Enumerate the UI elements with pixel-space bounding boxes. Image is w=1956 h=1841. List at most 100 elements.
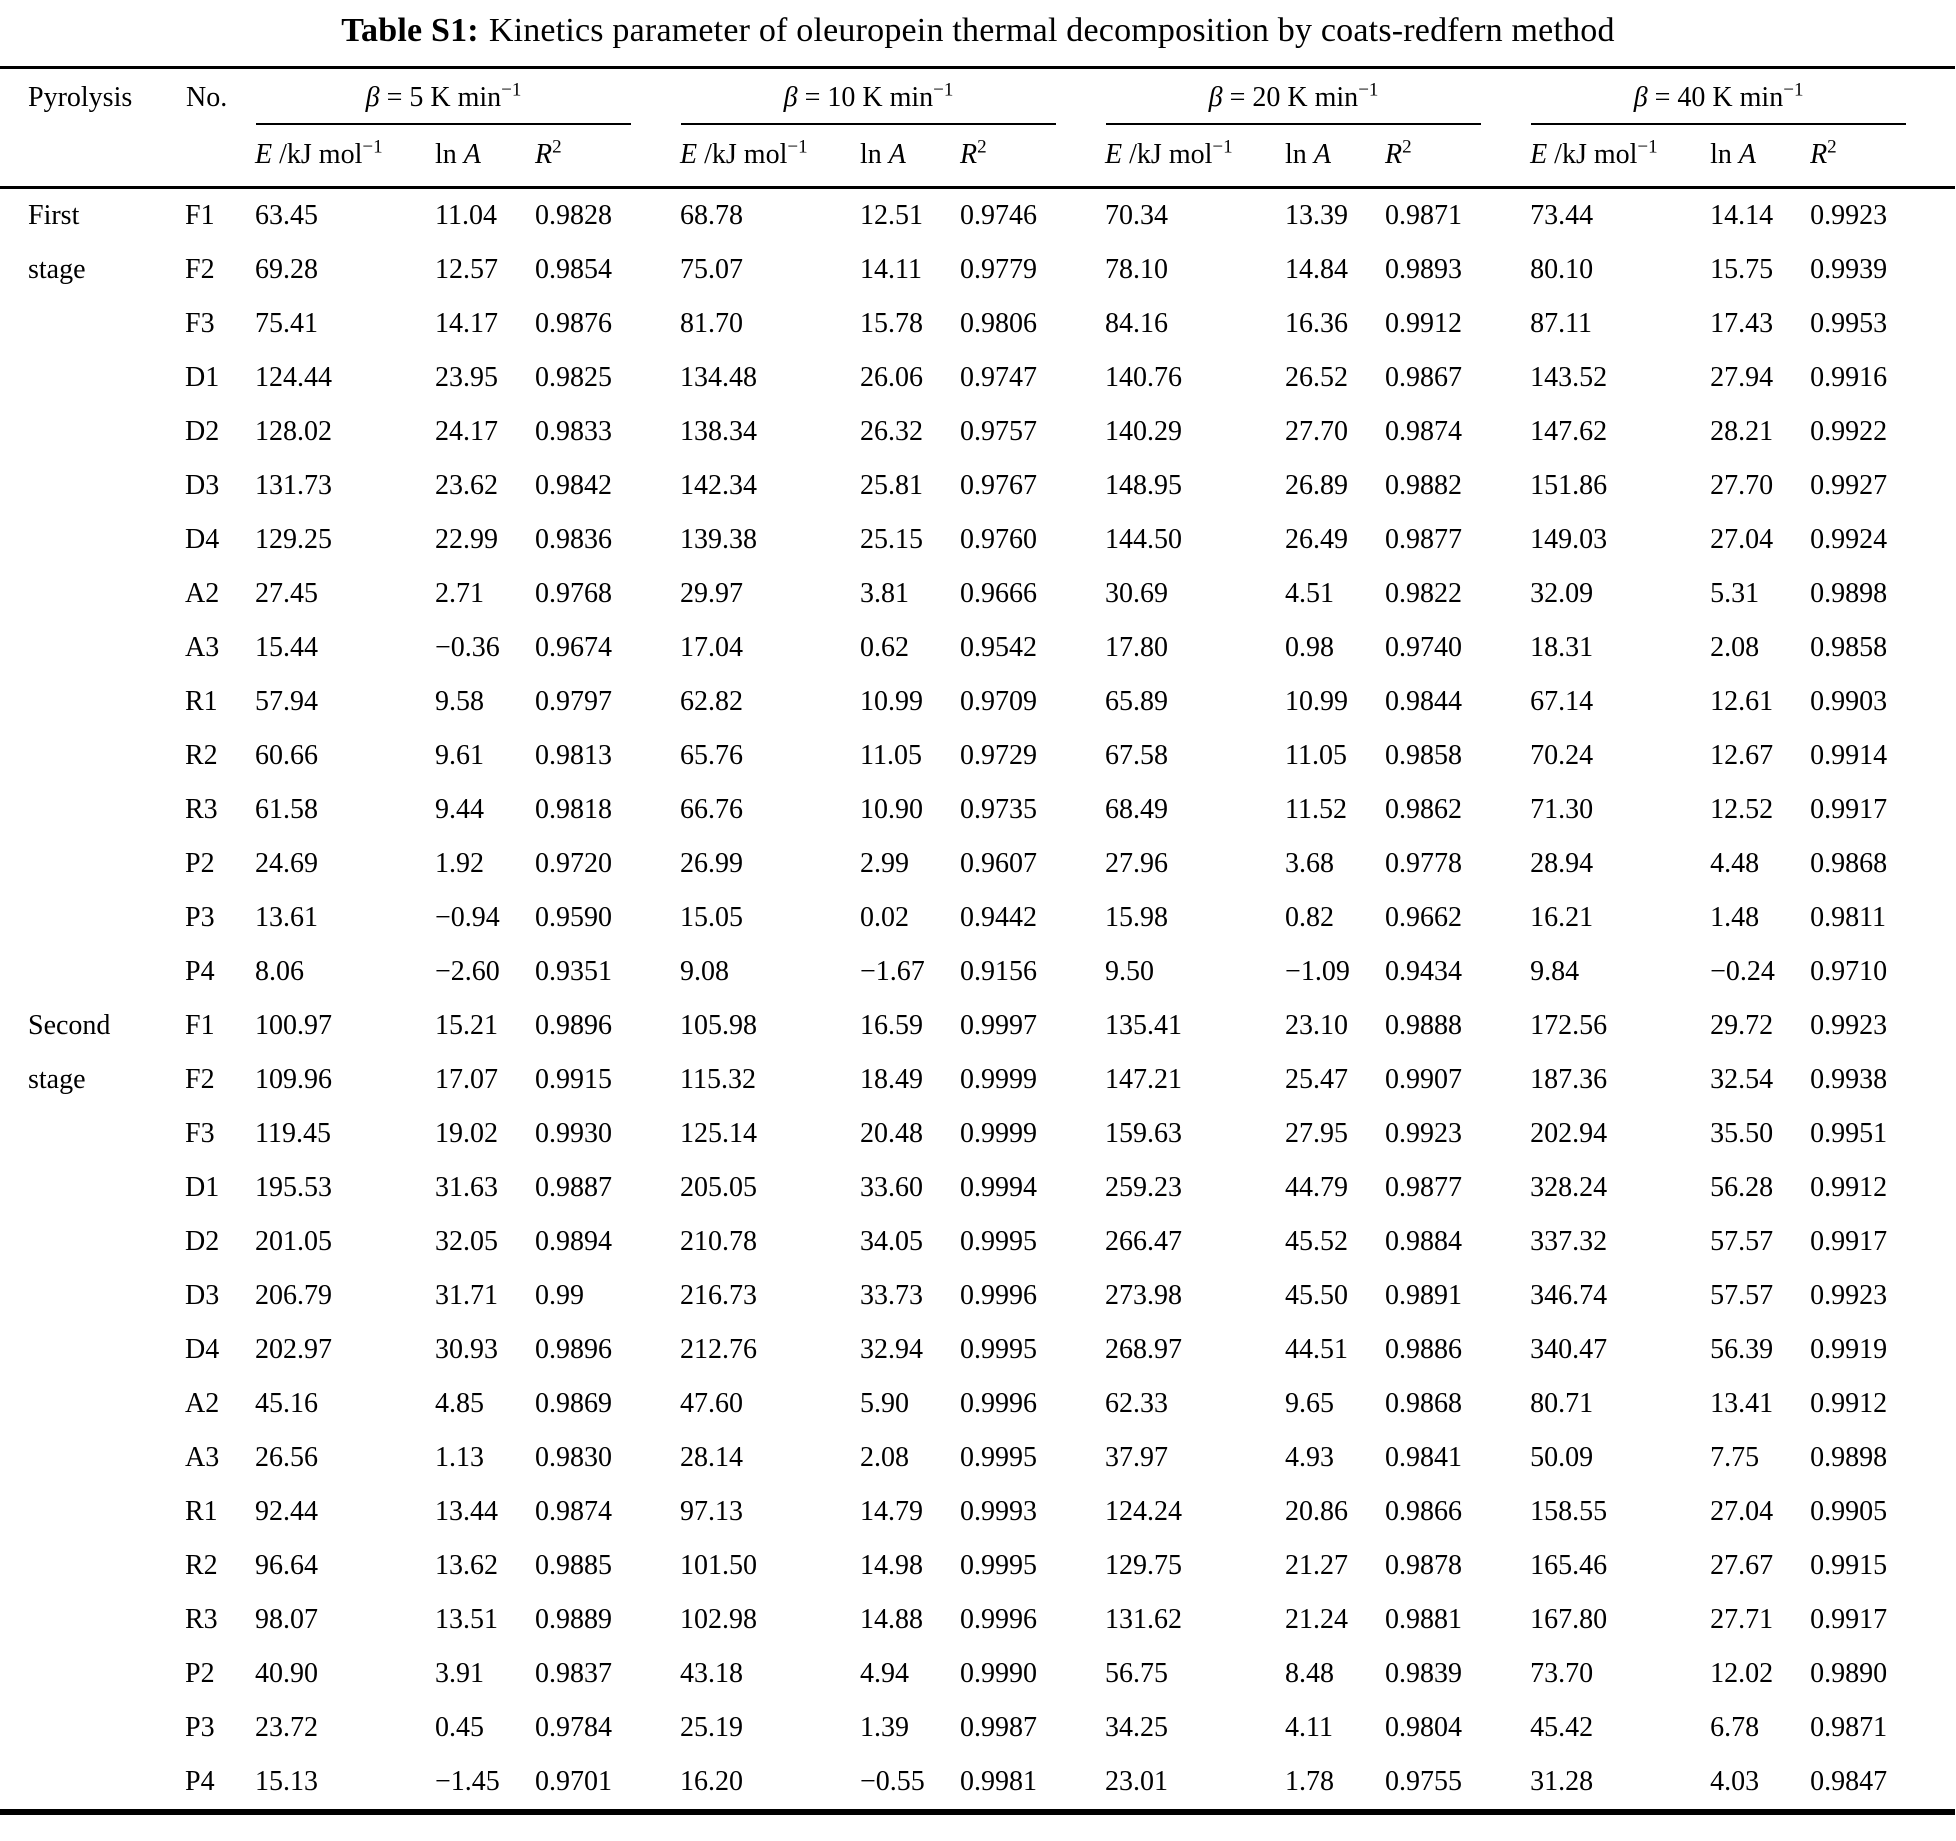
value-cell: 0.9813 (535, 740, 612, 771)
value-cell: 32.54 (1710, 1064, 1774, 1095)
table-row: P4 15.13 −1.45 0.9701 16.20 −0.55 0.9981 23.01 1… (0, 1755, 1955, 1812)
value-cell: 26.99 (680, 848, 743, 879)
value-cell: 45.42 (1530, 1712, 1594, 1743)
table-row: P2 24.69 1.92 0.9720 26.99 2.99 0.9607 27.96 3.6… (0, 837, 1955, 891)
value-cell: 0.9862 (1385, 794, 1463, 825)
beta-symbol: β (1633, 82, 1648, 113)
model-no-cell: F2 (185, 254, 215, 285)
value-cell: 1.78 (1285, 1766, 1335, 1797)
value-cell: 0.9740 (1385, 632, 1463, 663)
value-cell: 0.9804 (1385, 1712, 1463, 1743)
value-cell: 0.9746 (960, 200, 1037, 231)
value-cell: 27.95 (1285, 1118, 1349, 1149)
col-no-header: No. (185, 67, 255, 189)
table-row: P2 40.90 3.91 0.9837 43.18 4.94 0.9990 56.75 8.4… (0, 1647, 1955, 1701)
value-cell: 0.02 (860, 902, 909, 933)
value-cell: 8.48 (1285, 1658, 1335, 1689)
value-cell: 0.9887 (535, 1172, 612, 1203)
value-cell: 0.9822 (1385, 578, 1463, 609)
value-cell: 0.9896 (535, 1010, 612, 1041)
value-cell: 144.50 (1105, 524, 1183, 555)
value-cell: 0.9912 (1810, 1388, 1888, 1419)
value-cell: 0.9607 (960, 848, 1037, 879)
value-cell: 27.70 (1285, 416, 1349, 447)
table-caption: Kinetics parameter of oleuropein thermal… (488, 12, 1615, 49)
value-cell: 0.9828 (535, 200, 612, 231)
value-cell: 172.56 (1530, 1010, 1608, 1041)
table-row: F3 75.41 14.17 0.9876 81.70 15.78 0.9806 84.16 1… (0, 297, 1955, 351)
value-cell: 62.33 (1105, 1388, 1169, 1419)
value-cell: 56.28 (1710, 1172, 1774, 1203)
value-cell: 11.04 (435, 200, 497, 231)
model-no-cell: A3 (185, 1442, 220, 1473)
value-cell: 0.9709 (960, 686, 1037, 717)
value-cell: 8.06 (255, 956, 304, 987)
table-row: D3 131.73 23.62 0.9842 142.34 25.81 0.9767 148.… (0, 459, 1955, 513)
model-no-cell: A2 (185, 578, 220, 609)
value-cell: 0.9996 (960, 1388, 1037, 1419)
value-cell: 27.94 (1710, 362, 1774, 393)
value-cell: 212.76 (680, 1334, 757, 1365)
value-cell: 15.98 (1105, 902, 1169, 933)
value-cell: 0.9927 (1810, 470, 1888, 501)
value-cell: 63.45 (255, 200, 318, 231)
value-cell: 128.02 (255, 416, 332, 447)
value-cell: 0.9912 (1385, 308, 1463, 339)
model-no-cell: R2 (185, 1550, 218, 1581)
table-row: A2 27.45 2.71 0.9768 29.97 3.81 0.9666 30.69 4.5… (0, 567, 1955, 621)
value-cell: 159.63 (1105, 1118, 1183, 1149)
value-cell: 0.98 (1285, 632, 1335, 663)
value-cell: 65.89 (1105, 686, 1169, 717)
value-cell: 0.9874 (1385, 416, 1463, 447)
value-cell: 0.9898 (1810, 1442, 1888, 1473)
value-cell: 12.52 (1710, 794, 1774, 825)
value-cell: 17.04 (680, 632, 743, 663)
value-cell: 125.14 (680, 1118, 757, 1149)
value-cell: 26.06 (860, 362, 923, 393)
value-cell: 0.9729 (960, 740, 1037, 771)
table-body: First stage F1 63.45 11.04 0.9828 68.78 12.51 0… (0, 188, 1955, 1813)
value-cell: 259.23 (1105, 1172, 1183, 1203)
value-cell: 13.41 (1710, 1388, 1774, 1419)
value-cell: 0.9868 (1385, 1388, 1463, 1419)
table-row: A2 45.16 4.85 0.9869 47.60 5.90 0.9996 62.33 9.6… (0, 1377, 1955, 1431)
table-row: F2 109.96 17.07 0.9915 115.32 18.49 0.9999 147.… (0, 1053, 1955, 1107)
value-cell: 9.08 (680, 956, 729, 987)
value-cell: 15.78 (860, 308, 923, 339)
value-cell: 45.50 (1285, 1280, 1349, 1311)
model-no-cell: D4 (185, 1334, 220, 1365)
beta-exponent: −1 (1783, 79, 1804, 101)
value-cell: 0.9907 (1385, 1064, 1463, 1095)
value-cell: 5.90 (860, 1388, 909, 1419)
value-cell: 27.45 (255, 578, 318, 609)
value-cell: 0.9881 (1385, 1604, 1463, 1635)
beta-rate-text: = 10 K min (797, 82, 934, 113)
value-cell: 0.9915 (1810, 1550, 1888, 1581)
table-row: R2 96.64 13.62 0.9885 101.50 14.98 0.9995 129.7… (0, 1539, 1955, 1593)
col-lnA-header: ln A (1285, 126, 1386, 189)
value-cell: 131.73 (255, 470, 332, 501)
value-cell: 7.75 (1710, 1442, 1760, 1473)
value-cell: −1.67 (860, 956, 925, 987)
value-cell: 0.9896 (535, 1334, 612, 1365)
value-cell: 0.9735 (960, 794, 1037, 825)
model-no-cell: A2 (185, 1388, 220, 1419)
value-cell: 0.9871 (1385, 200, 1463, 231)
value-cell: 0.9818 (535, 794, 612, 825)
beta-symbol: β (783, 82, 798, 113)
value-cell: 87.11 (1530, 308, 1593, 339)
value-cell: 0.9923 (1810, 1010, 1888, 1041)
value-cell: 0.9779 (960, 254, 1037, 285)
model-no-cell: D2 (185, 1226, 220, 1257)
value-cell: 25.81 (860, 470, 923, 501)
value-cell: 0.9720 (535, 848, 612, 879)
value-cell: 27.04 (1710, 524, 1774, 555)
value-cell: 11.52 (1285, 794, 1347, 825)
value-cell: 26.32 (860, 416, 923, 447)
beta-rate-text: = 40 K min (1647, 82, 1784, 113)
value-cell: 0.9434 (1385, 956, 1463, 987)
col-r-squared-header: R2 (535, 126, 680, 189)
value-cell: 149.03 (1530, 524, 1608, 555)
stage-label: Second stage (28, 1010, 111, 1095)
value-cell: 0.9871 (1810, 1712, 1888, 1743)
